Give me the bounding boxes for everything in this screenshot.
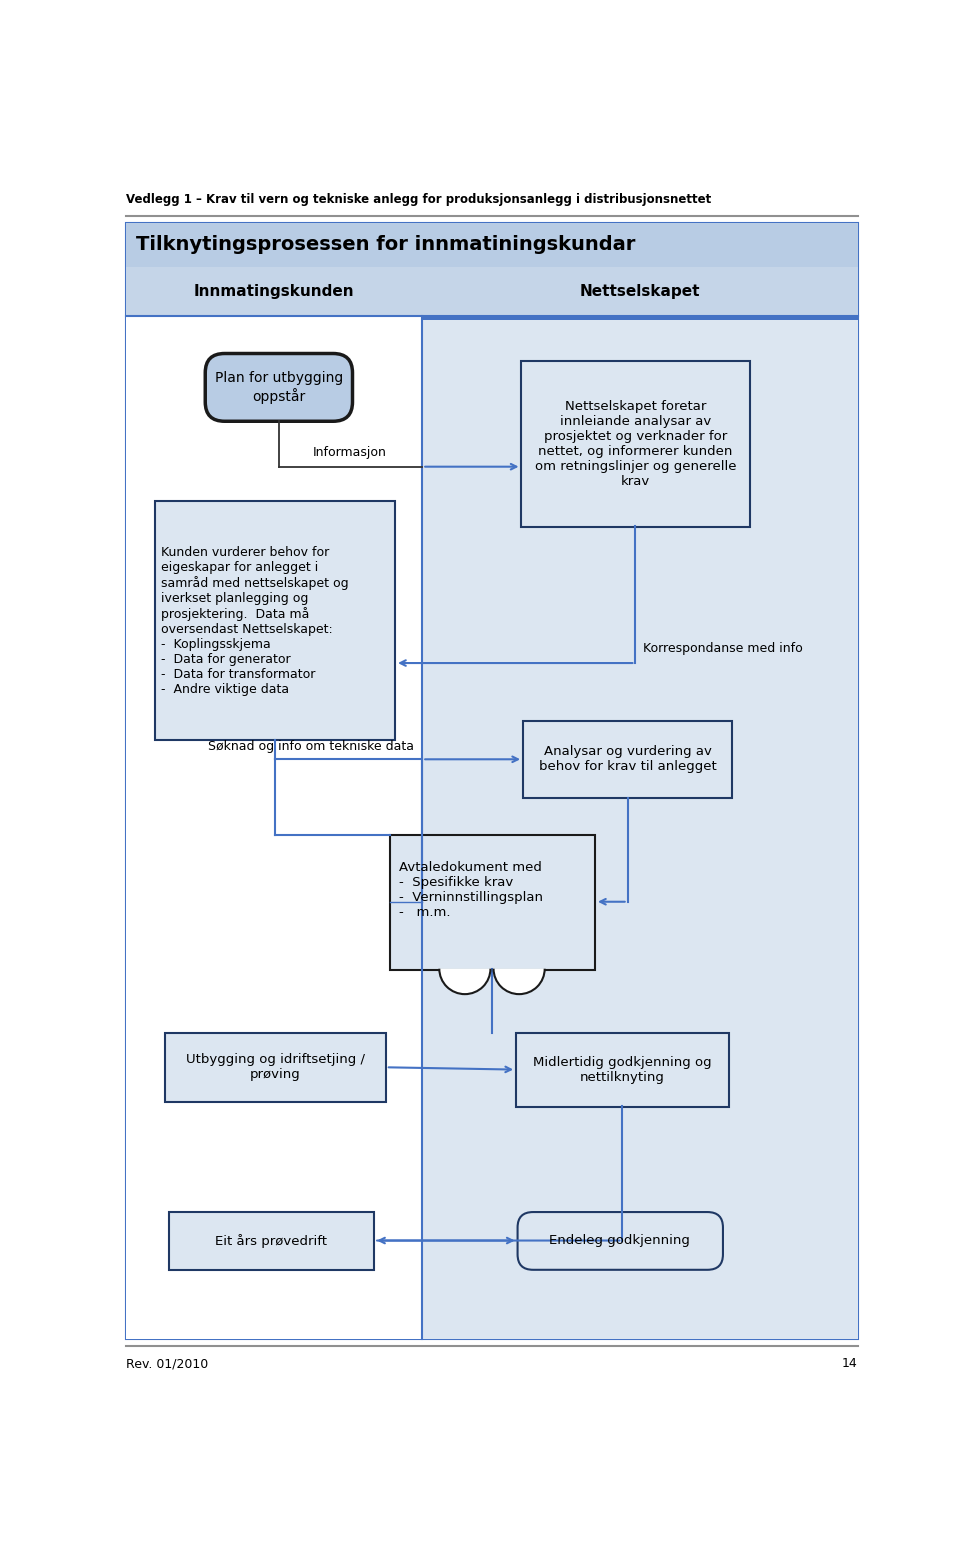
Text: Utbygging og idriftsetjing /
prøving: Utbygging og idriftsetjing / prøving xyxy=(185,1054,365,1081)
Text: Korrespondanse med info: Korrespondanse med info xyxy=(643,642,803,656)
FancyBboxPatch shape xyxy=(523,721,732,798)
FancyBboxPatch shape xyxy=(126,223,858,1340)
Text: Rev. 01/2010: Rev. 01/2010 xyxy=(126,1357,208,1371)
Text: Informasjon: Informasjon xyxy=(313,446,387,459)
Text: Kunden vurderer behov for
eigeskapar for anlegget i
samråd med nettselskapet og
: Kunden vurderer behov for eigeskapar for… xyxy=(161,546,348,696)
Text: 14: 14 xyxy=(842,1357,858,1371)
FancyBboxPatch shape xyxy=(169,1211,374,1270)
Polygon shape xyxy=(493,968,544,995)
Text: Vedlegg 1 – Krav til vern og tekniske anlegg for produksjonsanlegg i distribusjo: Vedlegg 1 – Krav til vern og tekniske an… xyxy=(126,193,711,206)
Text: Midlertidig godkjenning og
nettilknyting: Midlertidig godkjenning og nettilknyting xyxy=(533,1055,711,1083)
Text: Avtaledokument med
-  Spesifikke krav
-  Verninnstillingsplan
-   m.m.: Avtaledokument med - Spesifikke krav - V… xyxy=(399,862,543,919)
Text: Plan for utbygging
oppstår: Plan for utbygging oppstår xyxy=(215,371,343,404)
Text: Nettselskapet foretar
innleiande analysar av
prosjektet og verknader for
nettet,: Nettselskapet foretar innleiande analysa… xyxy=(535,399,736,487)
FancyBboxPatch shape xyxy=(155,501,396,739)
Text: Søknad og info om tekniske data: Søknad og info om tekniske data xyxy=(208,739,415,753)
FancyBboxPatch shape xyxy=(126,268,858,316)
FancyBboxPatch shape xyxy=(165,1033,386,1101)
Text: Innmatingskunden: Innmatingskunden xyxy=(194,285,354,299)
FancyBboxPatch shape xyxy=(422,316,858,1340)
Text: Eit års prøvedrift: Eit års prøvedrift xyxy=(215,1233,327,1247)
FancyBboxPatch shape xyxy=(390,835,595,970)
Text: Nettselskapet: Nettselskapet xyxy=(580,285,700,299)
FancyBboxPatch shape xyxy=(521,360,750,526)
Polygon shape xyxy=(440,968,491,995)
FancyBboxPatch shape xyxy=(516,1033,730,1106)
FancyBboxPatch shape xyxy=(126,316,422,1340)
FancyBboxPatch shape xyxy=(517,1211,723,1270)
FancyBboxPatch shape xyxy=(126,223,858,268)
Text: Endeleg godkjenning: Endeleg godkjenning xyxy=(549,1235,690,1247)
Text: Analysar og vurdering av
behov for krav til anlegget: Analysar og vurdering av behov for krav … xyxy=(539,746,716,774)
FancyBboxPatch shape xyxy=(422,316,858,320)
Text: Tilknytingsprosessen for innmatiningskundar: Tilknytingsprosessen for innmatiningskun… xyxy=(135,235,635,254)
FancyBboxPatch shape xyxy=(205,354,352,421)
